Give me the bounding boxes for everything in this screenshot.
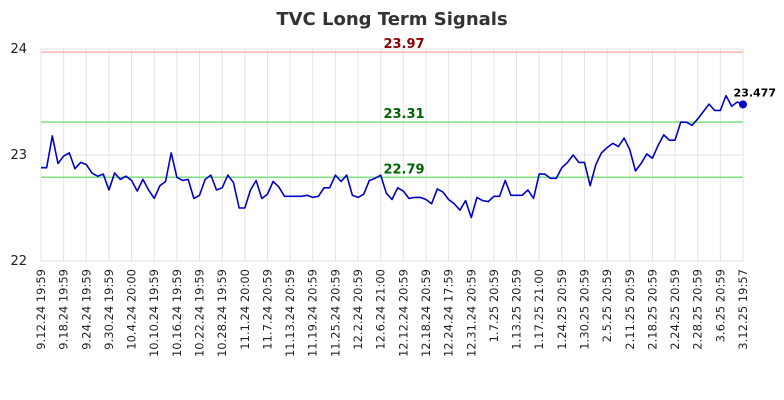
x-tick-label: 1.13.25 20:59 — [510, 269, 524, 350]
reference-line-label: 23.31 — [383, 107, 424, 122]
chart-title: TVC Long Term Signals — [276, 9, 507, 30]
x-tick-label: 1.24.25 20:59 — [555, 269, 569, 350]
x-tick-label: 10.22.24 19:59 — [193, 269, 207, 357]
x-tick-label: 9.12.24 19:59 — [34, 269, 48, 350]
x-tick-label: 10.4.24 20:00 — [125, 269, 139, 350]
labels: 23.97 23.31 22.79 23.477 — [383, 37, 776, 177]
reference-line-label: 22.79 — [383, 162, 424, 177]
x-tick-label: 12.6.24 21:00 — [374, 269, 388, 350]
x-tick-label: 2.24.25 20:59 — [668, 269, 682, 350]
x-tick-label: 12.31.24 20:59 — [464, 269, 478, 357]
x-tick-label: 12.24.24 17:59 — [442, 269, 456, 357]
series-layer — [41, 94, 747, 219]
reference-lines — [41, 51, 743, 179]
x-tick-label: 11.25.24 20:59 — [328, 269, 342, 357]
x-tick-label: 1.30.25 20:59 — [577, 269, 591, 350]
y-tick-label: 23 — [10, 148, 27, 163]
last-value-point — [739, 100, 747, 109]
x-tick-label: 2.11.25 20:59 — [623, 269, 637, 350]
x-tick-label: 2.28.25 20:59 — [691, 269, 705, 350]
y-tick-label: 24 — [10, 42, 27, 57]
x-tick-label: 11.13.24 20:59 — [283, 269, 297, 357]
x-tick-label: 10.10.24 19:59 — [147, 269, 161, 357]
reference-line-label: 23.97 — [383, 37, 424, 52]
x-axis: 9.12.24 19:59 9.18.24 19:59 9.24.24 19:59 9… — [34, 269, 750, 357]
x-tick-label: 10.28.24 19:59 — [215, 269, 229, 357]
x-tick-label: 12.12.24 20:59 — [396, 269, 410, 357]
x-tick-label: 11.1.24 20:00 — [238, 269, 252, 350]
x-tick-label: 1.7.25 20:59 — [487, 269, 501, 342]
x-tick-label: 3.6.25 20:59 — [713, 269, 727, 342]
x-tick-label: 9.24.24 19:59 — [79, 269, 93, 350]
x-tick-label: 12.18.24 20:59 — [419, 269, 433, 357]
x-tick-label: 11.19.24 20:59 — [306, 269, 320, 357]
x-tick-label: 2.5.25 20:59 — [600, 269, 614, 342]
y-axis: 22 23 24 — [10, 42, 27, 269]
x-tick-label: 10.16.24 19:59 — [170, 269, 184, 357]
x-tick-label: 1.17.25 21:00 — [532, 269, 546, 350]
grid — [40, 48, 744, 262]
y-tick-label: 22 — [10, 254, 27, 269]
x-tick-label: 9.18.24 19:59 — [57, 269, 71, 350]
series-line — [41, 94, 744, 219]
x-tick-label: 11.7.24 20:59 — [260, 269, 274, 350]
last-value-label: 23.477 — [734, 86, 776, 99]
x-tick-label: 3.12.25 19:57 — [736, 269, 750, 350]
x-tick-label: 12.2.24 20:59 — [351, 269, 365, 350]
x-tick-label: 9.30.24 19:59 — [102, 269, 116, 350]
x-tick-label: 2.18.25 20:59 — [645, 269, 659, 350]
